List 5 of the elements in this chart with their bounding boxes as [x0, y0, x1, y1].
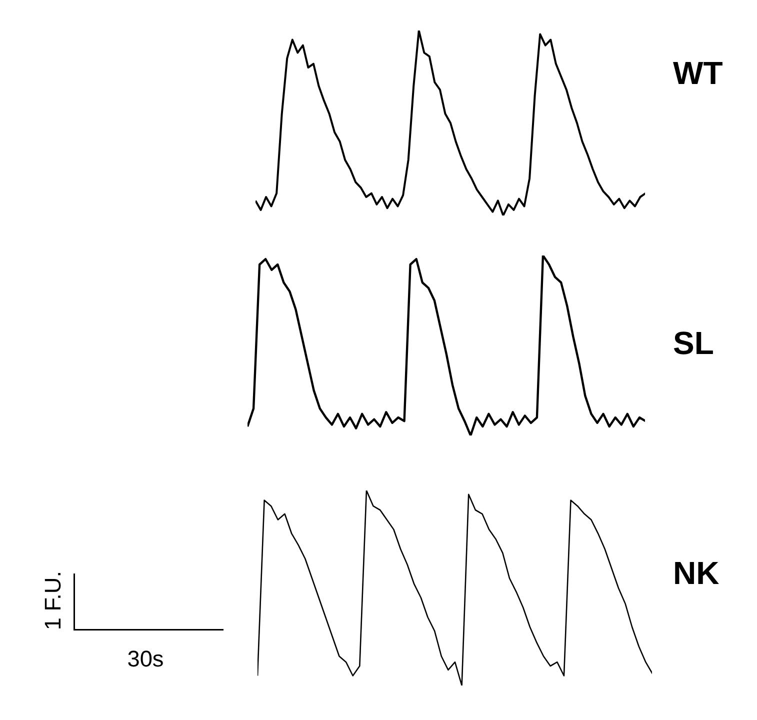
text: 30s [127, 646, 164, 672]
text: WT [673, 55, 723, 91]
text: SL [673, 325, 714, 361]
series-label: NK [673, 555, 720, 591]
text: 1 F.U. [40, 570, 66, 630]
